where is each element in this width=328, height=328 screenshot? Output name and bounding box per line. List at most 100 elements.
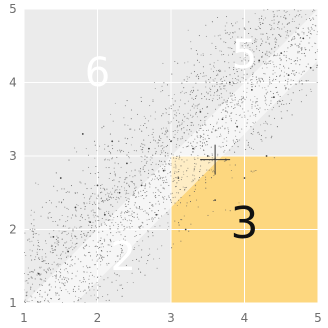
data-point [65, 252, 67, 254]
data-point [161, 132, 163, 134]
data-point [93, 211, 95, 213]
data-point [96, 255, 98, 257]
data-point [139, 227, 141, 229]
data-point [218, 95, 220, 97]
data-point [31, 240, 33, 242]
data-point [128, 184, 130, 186]
data-point [133, 184, 136, 186]
data-point [162, 148, 164, 150]
data-point [124, 177, 126, 179]
data-point [143, 198, 145, 200]
data-point [208, 98, 210, 101]
data-point [147, 212, 149, 214]
data-point [178, 106, 180, 108]
data-point [140, 174, 142, 176]
data-point [31, 296, 33, 298]
data-point [225, 107, 227, 109]
data-point [62, 225, 65, 227]
data-point [36, 274, 38, 276]
data-point [180, 92, 182, 94]
data-point [124, 239, 126, 241]
data-point [32, 271, 34, 273]
data-point [33, 232, 35, 234]
data-point [293, 73, 295, 75]
data-point [107, 199, 109, 202]
data-point [47, 216, 49, 218]
data-point [114, 272, 116, 274]
data-point [311, 28, 313, 30]
data-point [242, 96, 244, 98]
data-point [140, 184, 143, 187]
data-point [196, 130, 198, 132]
data-point [214, 85, 216, 87]
data-point [156, 267, 158, 269]
data-point [244, 28, 246, 30]
data-point [309, 19, 312, 22]
data-point [255, 76, 257, 78]
data-point [298, 46, 300, 48]
region-label-2: 2 [110, 234, 135, 280]
data-point [254, 64, 256, 66]
data-point [102, 246, 104, 248]
data-point [168, 184, 170, 187]
data-point [193, 107, 195, 109]
data-point [172, 104, 174, 106]
data-point [216, 70, 218, 72]
data-point [257, 25, 259, 27]
data-point [197, 154, 199, 157]
data-point [45, 262, 47, 265]
data-point [87, 231, 89, 233]
data-point [120, 221, 122, 223]
data-point [162, 180, 164, 182]
data-point [168, 95, 170, 97]
data-point [104, 239, 106, 241]
data-point [251, 81, 253, 84]
data-point [260, 33, 262, 35]
data-point [158, 175, 160, 177]
data-point [100, 254, 102, 257]
data-point [190, 124, 192, 126]
data-point [237, 140, 239, 143]
data-point [106, 198, 108, 200]
data-point [190, 121, 192, 123]
data-point [200, 54, 202, 56]
data-point [258, 19, 260, 21]
y-tick-label: 4 [9, 76, 17, 90]
data-point [223, 87, 225, 89]
data-point [26, 280, 28, 282]
data-point [120, 151, 122, 153]
data-point [271, 27, 273, 29]
data-point [280, 16, 282, 18]
data-point [138, 170, 140, 172]
data-point [138, 206, 141, 208]
data-point [236, 71, 238, 73]
data-point [100, 264, 102, 266]
data-point [82, 247, 84, 249]
data-point [99, 285, 101, 287]
data-point [66, 281, 68, 283]
data-point [185, 140, 187, 142]
data-point [108, 198, 110, 201]
data-point [39, 278, 41, 280]
data-point [136, 113, 139, 115]
data-point [144, 155, 146, 157]
data-point [69, 227, 71, 229]
data-point [43, 269, 45, 271]
data-point [88, 198, 91, 200]
data-point [122, 219, 124, 221]
data-point [149, 159, 151, 161]
data-point [229, 102, 231, 104]
data-point [193, 148, 195, 150]
data-point [41, 206, 43, 208]
data-point [133, 204, 135, 206]
data-point [159, 165, 162, 167]
data-point [101, 256, 103, 258]
data-point [169, 138, 171, 141]
data-point [41, 260, 43, 262]
data-point [180, 138, 182, 140]
data-point [308, 29, 310, 31]
data-point [52, 235, 55, 238]
data-point [221, 102, 223, 104]
data-point [56, 264, 58, 266]
data-point [288, 14, 291, 16]
